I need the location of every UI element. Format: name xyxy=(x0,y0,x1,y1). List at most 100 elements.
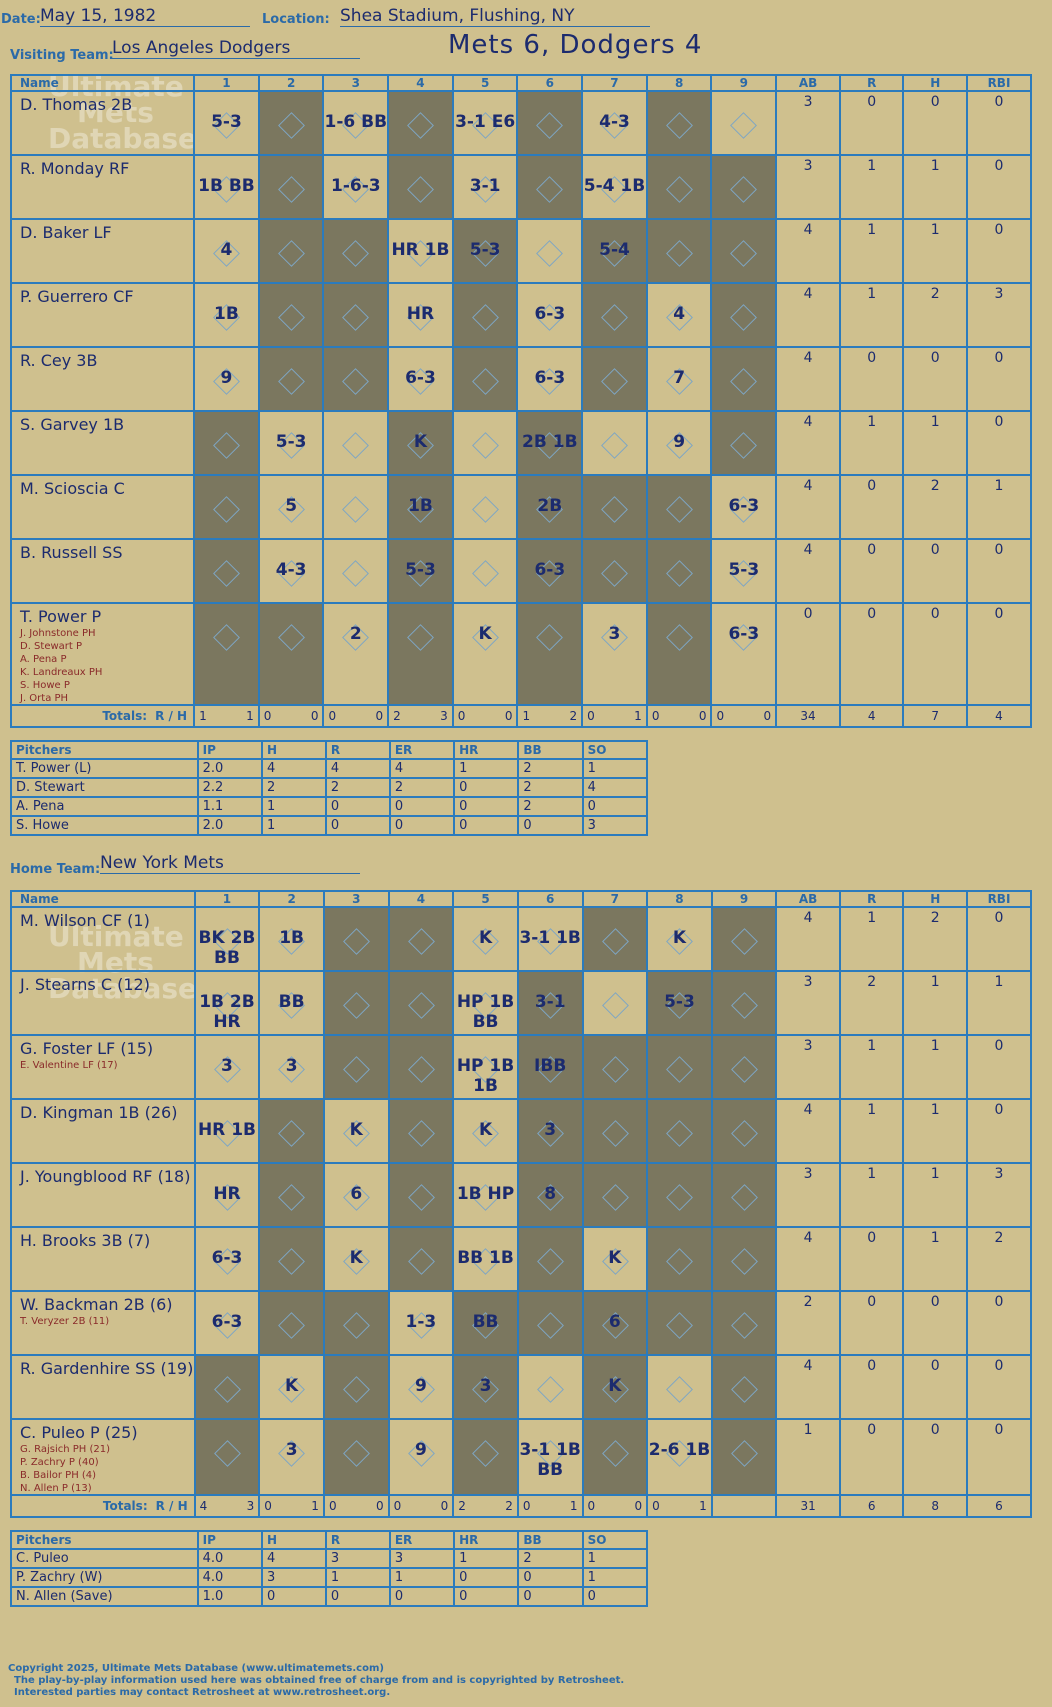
pitcher-h: 4 xyxy=(260,1548,327,1569)
rh-label: R / H xyxy=(155,1499,188,1513)
at-bat-cell xyxy=(257,154,325,220)
at-bat-cell: BK 2B BB xyxy=(193,906,261,972)
diamond-icon xyxy=(666,1120,694,1147)
total-h: 7 xyxy=(902,704,968,728)
name-header: Name xyxy=(9,74,196,92)
at-bat-cell xyxy=(646,1354,713,1420)
stat-ab: 3 xyxy=(775,1162,841,1228)
at-bat-cell xyxy=(645,90,713,156)
at-bat-cell xyxy=(710,90,778,156)
stat-rbi: 0 xyxy=(966,218,1032,284)
stat-rbi: 1 xyxy=(965,970,1033,1036)
diamond-icon xyxy=(665,240,693,267)
pitcher-name: N. Allen (Save) xyxy=(10,1586,199,1607)
at-bat-cell xyxy=(322,282,390,348)
pitcher-header: R xyxy=(324,740,391,760)
stat-h: 0 xyxy=(902,1354,968,1420)
table-row: G. Foster LF (15) E. Valentine LF (17) 3 3 H… xyxy=(10,1034,1033,1100)
at-bat-cell xyxy=(258,1290,325,1356)
stat-ab: 4 xyxy=(775,218,841,284)
inning-header-9: 9 xyxy=(710,890,778,908)
at-bat-cell xyxy=(645,602,713,706)
diamond-icon xyxy=(407,1056,435,1083)
pitcher-header: ER xyxy=(388,1530,456,1550)
stat-r: 0 xyxy=(838,1354,905,1420)
player-name-cell: J. Stearns C (12) xyxy=(10,970,196,1036)
inning-hits: 0 xyxy=(763,709,772,723)
substitute-name: J. Orta PH xyxy=(20,693,69,704)
pitcher-header: HR xyxy=(453,740,520,760)
pitcher-bb: 2 xyxy=(517,796,584,817)
stat-ab: 3 xyxy=(775,90,841,156)
pitcher-ip: 2.0 xyxy=(196,815,263,836)
pitcher-ip: 1.0 xyxy=(196,1586,263,1607)
diamond-icon xyxy=(730,176,758,203)
diamond-icon xyxy=(407,624,435,651)
player-name-cell: J. Youngblood RF (18) xyxy=(10,1162,196,1228)
at-bat-cell xyxy=(581,1098,649,1164)
inning-hits: 3 xyxy=(246,1499,255,1513)
at-bat-cell: 6-3 xyxy=(516,282,584,348)
player-name-cell: H. Brooks 3B (7) xyxy=(10,1226,196,1292)
substitute-name: E. Valentine LF (17) xyxy=(20,1060,118,1071)
diamond-icon xyxy=(666,1376,694,1403)
inning-runs: 0 xyxy=(328,1499,337,1513)
stat-h: 2 xyxy=(902,474,968,540)
diamond-icon xyxy=(730,992,758,1019)
pitcher-er: 0 xyxy=(388,796,456,817)
player-name: R. Gardenhire SS (19) xyxy=(20,1359,194,1378)
at-bat-cell xyxy=(258,1098,325,1164)
play-result: 2 xyxy=(349,624,362,644)
substitute-name: P. Zachry P (40) xyxy=(20,1457,99,1468)
at-bat-cell xyxy=(387,1226,455,1292)
diamond-icon xyxy=(730,1312,758,1339)
at-bat-cell xyxy=(257,90,325,156)
at-bat-cell: K xyxy=(646,906,713,972)
play-result: 5-3 xyxy=(469,240,501,260)
at-bat-cell xyxy=(710,346,778,412)
totals-label: Totals: xyxy=(102,709,148,723)
at-bat-cell xyxy=(516,218,584,284)
diamond-icon xyxy=(213,432,241,459)
pitcher-h: 3 xyxy=(260,1567,327,1588)
at-bat-cell: 6-3 xyxy=(516,538,584,604)
rh-label: R / H xyxy=(155,709,188,723)
player-name-cell: S. Garvey 1B xyxy=(9,410,196,476)
pitcher-header: Pitchers xyxy=(10,740,199,760)
player-name-cell: R. Gardenhire SS (19) xyxy=(10,1354,196,1420)
pitcher-er: 3 xyxy=(388,1548,456,1569)
total-rbi: 6 xyxy=(965,1494,1033,1518)
at-bat-cell xyxy=(646,1226,713,1292)
at-bat-cell xyxy=(258,1162,325,1228)
substitute-name: S. Howe P xyxy=(20,680,70,691)
at-bat-cell xyxy=(452,1418,519,1496)
play-result: 6-3 xyxy=(728,496,760,516)
diamond-icon xyxy=(343,992,370,1019)
at-bat-cell xyxy=(322,218,390,284)
stat-h: 1 xyxy=(902,154,968,220)
at-bat-cell: K xyxy=(258,1354,325,1420)
player-name-cell: B. Russell SS xyxy=(9,538,196,604)
home-scorecard-grid: Name 1 2 3 4 5 6 7 8 9 AB R H RBI M. Wilson CF (1) BK 2… xyxy=(10,890,1033,1518)
inning-runs: 0 xyxy=(651,709,660,723)
play-result: 5-4 1B xyxy=(583,176,646,196)
stat-header-h: H xyxy=(902,890,968,908)
play-result: 4 xyxy=(673,304,686,324)
stat-rbi: 0 xyxy=(965,1290,1033,1356)
stat-r: 1 xyxy=(838,282,905,348)
at-bat-cell xyxy=(322,410,390,476)
player-name: T. Power P xyxy=(20,607,102,626)
play-result: K xyxy=(349,1120,363,1140)
diamond-icon xyxy=(471,304,499,331)
diamond-icon xyxy=(536,1312,564,1339)
pitcher-header-row: Pitchers IP H R ER HR BB SO xyxy=(10,1530,649,1550)
player-name-cell: M. Scioscia C xyxy=(9,474,196,540)
at-bat-cell: 4 xyxy=(193,218,260,284)
play-result: HP 1B 1B xyxy=(456,1056,515,1096)
pitcher-h: 1 xyxy=(260,815,327,836)
player-name-cell: C. Puleo P (25) G. Rajsich PH (21) P. Zach… xyxy=(10,1418,196,1496)
pitcher-header: Pitchers xyxy=(10,1530,199,1550)
